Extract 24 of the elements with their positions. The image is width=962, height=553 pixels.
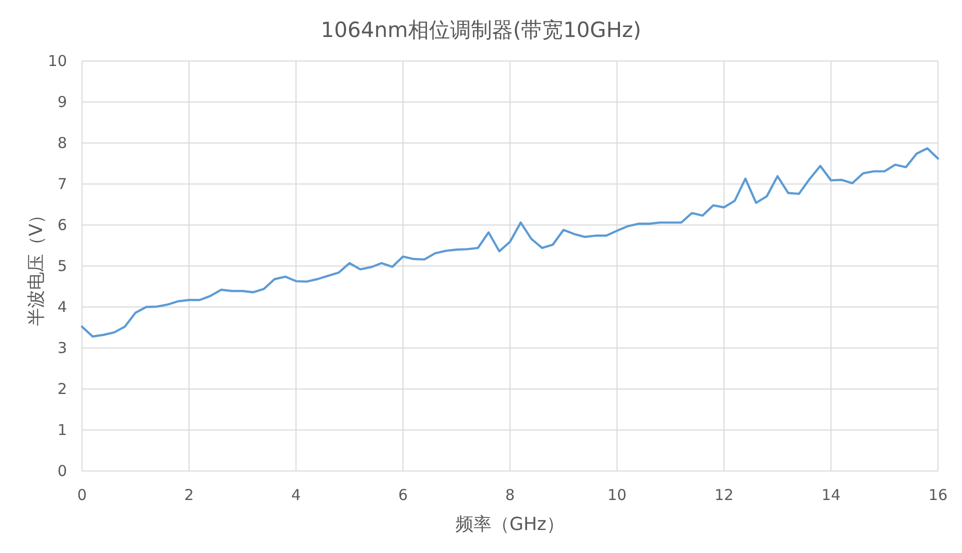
y-tick-label: 7 xyxy=(57,175,67,193)
y-axis-title: 半波电压（V） xyxy=(26,206,47,326)
y-tick-label: 4 xyxy=(57,298,67,316)
y-tick-label: 6 xyxy=(57,216,67,234)
y-tick-label: 1 xyxy=(57,421,67,439)
x-tick-label: 0 xyxy=(77,486,87,504)
x-tick-label: 12 xyxy=(714,486,734,504)
x-tick-label: 10 xyxy=(607,486,627,504)
x-tick-label: 16 xyxy=(928,486,948,504)
x-tick-label: 14 xyxy=(821,486,841,504)
x-tick-label: 4 xyxy=(291,486,301,504)
y-tick-label: 8 xyxy=(57,134,67,152)
x-tick-label: 6 xyxy=(398,486,408,504)
x-tick-label: 2 xyxy=(184,486,194,504)
y-tick-label: 2 xyxy=(57,380,67,398)
x-tick-label: 8 xyxy=(505,486,515,504)
line-series xyxy=(80,147,940,338)
chart-title: 1064nm相位调制器(带宽10GHz) xyxy=(320,18,642,42)
x-axis-title: 频率（GHz） xyxy=(456,514,564,535)
y-tick-label: 3 xyxy=(57,339,67,357)
y-tick-label: 9 xyxy=(57,93,67,111)
y-tick-label: 5 xyxy=(57,257,67,275)
y-tick-label: 0 xyxy=(57,462,67,480)
y-tick-label: 10 xyxy=(48,52,67,70)
